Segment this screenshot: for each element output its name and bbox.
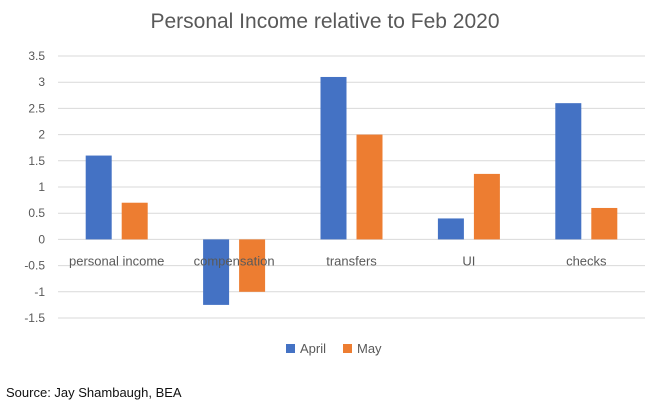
legend-label-april: April [300, 341, 326, 356]
chart-title: Personal Income relative to Feb 2020 [150, 10, 499, 33]
y-tick-label: -1.5 [24, 311, 45, 325]
x-category-label: transfers [326, 253, 377, 268]
legend-swatch-april [286, 344, 295, 353]
source-note: Source: Jay Shambaugh, BEA [6, 385, 182, 400]
bar-april-checks [555, 103, 582, 240]
bar-april-compensation [203, 239, 230, 305]
bar-may-UI [473, 173, 500, 240]
bar-april-transfers [320, 76, 347, 240]
bar-may-checks [591, 207, 618, 240]
y-tick-label: 3 [38, 75, 45, 89]
y-tick-label: 1.5 [28, 154, 45, 168]
x-category-label: UI [462, 253, 475, 268]
y-tick-label: 3.5 [28, 49, 45, 63]
y-tick-label: 0.5 [28, 206, 45, 220]
x-axis-labels: personal income compensation transfers UI ch… [69, 253, 607, 268]
legend-label-may: May [357, 341, 382, 356]
bars [85, 76, 618, 305]
y-tick-label: 0 [38, 232, 45, 246]
y-tick-label: 2.5 [28, 101, 45, 115]
bar-may-compensation [239, 239, 266, 292]
y-axis-ticks: 3.5 3 2.5 2 1.5 1 0.5 0 -0.5 -1 -1.5 [24, 49, 45, 325]
legend-swatch-may [343, 344, 352, 353]
bar-may-personal-income [121, 202, 148, 240]
y-tick-label: 2 [38, 128, 45, 142]
bar-april-UI [437, 218, 464, 240]
bar-may-transfers [356, 134, 383, 240]
y-tick-label: -1 [34, 285, 45, 299]
y-tick-label: 1 [38, 180, 45, 194]
legend: April May [286, 341, 382, 356]
bar-april-personal-income [85, 155, 112, 240]
x-category-label: checks [566, 253, 607, 268]
y-tick-label: -0.5 [24, 259, 45, 273]
x-category-label: compensation [194, 253, 275, 268]
gridlines [58, 55, 645, 319]
x-category-label: personal income [69, 253, 164, 268]
